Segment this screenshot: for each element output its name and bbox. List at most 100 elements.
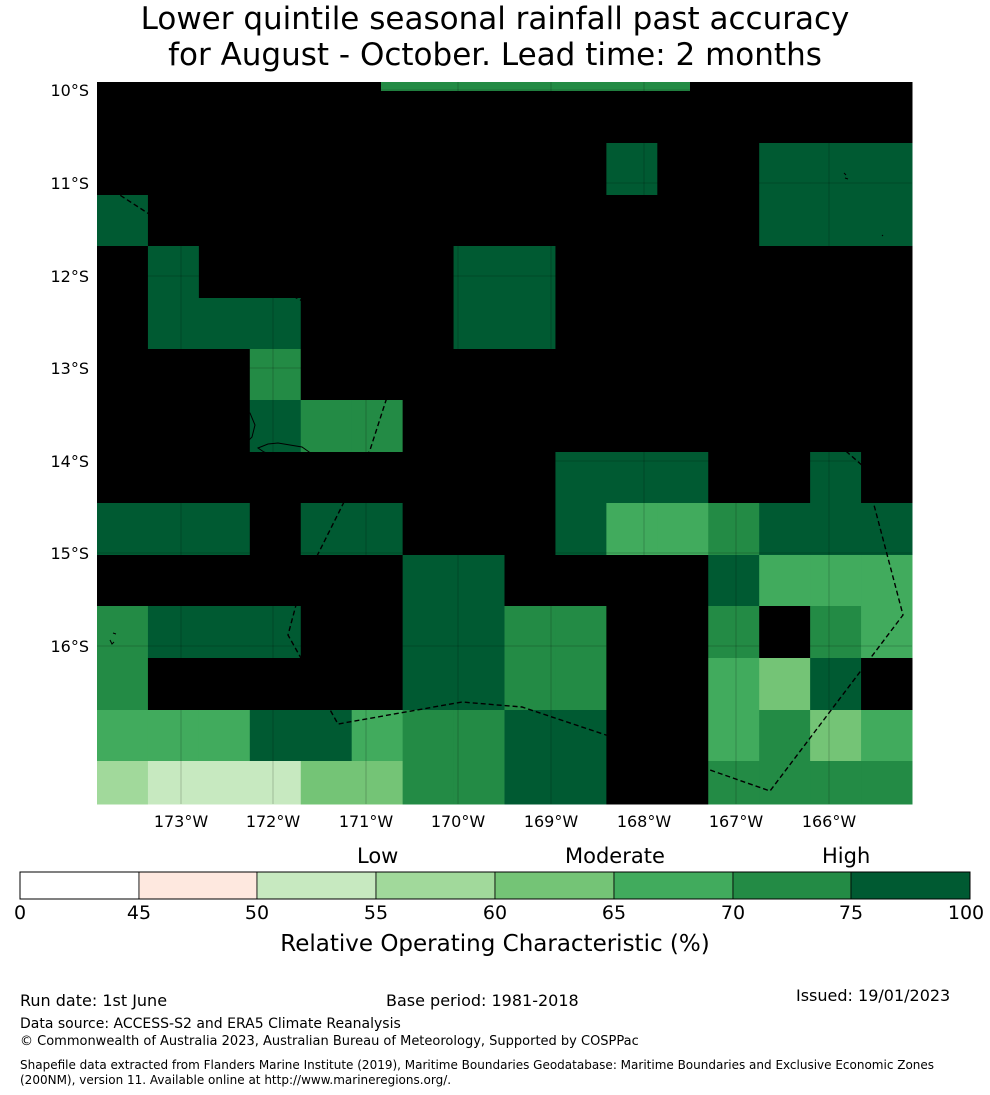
lat-label: 15°S [50, 544, 89, 563]
grid-cell [657, 400, 709, 453]
grid-cell [555, 555, 607, 607]
grid-cell [555, 658, 607, 711]
grid-cell [198, 710, 251, 762]
lat-label: 14°S [50, 452, 89, 471]
grid-cell [351, 349, 404, 401]
grid-cell [97, 658, 149, 711]
grid-cell [300, 246, 353, 299]
grid-cell [810, 349, 862, 401]
grid-cell [555, 710, 607, 762]
grid-cell [198, 400, 251, 453]
grid-cell [402, 246, 455, 299]
grid-cell [708, 349, 760, 401]
grid-cell [708, 606, 760, 659]
grid-cell [810, 606, 862, 659]
data-source: Data source: ACCESS-S2 and ERA5 Climate … [20, 1016, 401, 1032]
grid-cell [351, 555, 404, 607]
grid-cell [453, 195, 505, 247]
grid-cell [300, 503, 353, 556]
lon-label: 172°W [246, 812, 301, 831]
grid-cell [300, 606, 353, 659]
colorbar-segment [375, 871, 496, 900]
grid-cell [504, 246, 556, 299]
grid-cell [810, 195, 862, 247]
grid-cell [555, 761, 607, 805]
lat-lon-gridlines [97, 82, 912, 804]
grid-cell [97, 400, 149, 453]
grid-cell [504, 82, 556, 144]
grid-cell [810, 710, 862, 762]
colorbar-label-moderate: Moderate [565, 844, 665, 868]
grid-cell [759, 761, 811, 805]
grid-cell [453, 555, 505, 607]
grid-cell [351, 246, 404, 299]
grid-cell [198, 606, 251, 659]
grid-cell [351, 143, 404, 196]
grid-cell [657, 349, 709, 401]
grid-cell [606, 246, 658, 299]
lon-label: 169°W [524, 812, 579, 831]
grid-cell [810, 452, 862, 504]
island-upolu [256, 442, 325, 468]
grid-cell [657, 761, 709, 805]
grid-cell [861, 452, 913, 504]
grid-cell [147, 658, 200, 711]
colorbar-segment [613, 871, 734, 900]
grid-cell [861, 761, 913, 805]
grid-cell [861, 143, 913, 196]
grid-cell [402, 503, 455, 556]
grid-cell [504, 555, 556, 607]
colorbar-segment [19, 871, 140, 900]
grid-cell [606, 452, 658, 504]
grid-cell [657, 503, 709, 556]
grid-cell [759, 349, 811, 401]
grid-cell [861, 658, 913, 711]
grid-cell [861, 195, 913, 247]
grid-cell [249, 143, 302, 196]
grid-cell [759, 82, 811, 144]
grid-cell [504, 710, 556, 762]
grid-cell [606, 349, 658, 401]
grid-cell [300, 555, 353, 607]
grid-cell [402, 555, 455, 607]
grid-cell [453, 710, 505, 762]
grid-cell [300, 452, 353, 504]
grid-cell [555, 82, 607, 144]
grid-cell [555, 606, 607, 659]
grid-cell [708, 400, 760, 453]
grid-cell [453, 452, 505, 504]
island-tutuila [379, 485, 406, 495]
grid-cell [504, 400, 556, 453]
grid-cell [708, 143, 760, 196]
grid-cell [300, 710, 353, 762]
grid-cell [657, 452, 709, 504]
lat-label: 16°S [50, 637, 89, 656]
lat-label: 11°S [50, 174, 89, 193]
colorbar-segment [850, 871, 971, 900]
grid-cell [555, 246, 607, 299]
colorbar-tick: 70 [720, 902, 746, 924]
grid-cell [249, 400, 302, 453]
grid-cell [97, 761, 149, 805]
grid-cell [300, 761, 353, 805]
lon-label: 166°W [802, 812, 857, 831]
colorbar-label-low: Low [357, 844, 399, 868]
chart-title-line1: Lower quintile seasonal rainfall past ac… [140, 1, 850, 37]
grid-cell [300, 298, 353, 350]
colorbar-tick: 55 [363, 902, 389, 924]
grid-cell [97, 298, 149, 350]
grid-cell [351, 452, 404, 504]
grid-cell [147, 195, 200, 247]
grid-cell [147, 246, 200, 299]
colorbar-tick: 60 [482, 902, 508, 924]
grid-cell [97, 606, 149, 659]
grid-cell [97, 503, 149, 556]
grid-cell [759, 452, 811, 504]
grid-cell [147, 606, 200, 659]
grid-cell [759, 658, 811, 711]
island-savaii [195, 408, 256, 445]
grid-cell [198, 503, 251, 556]
colorbar-segment [138, 871, 258, 900]
grid-cell [402, 710, 455, 762]
